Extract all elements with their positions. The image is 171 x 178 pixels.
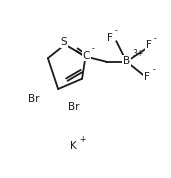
Text: B: B xyxy=(123,56,130,66)
Text: K: K xyxy=(70,141,77,151)
Text: -: - xyxy=(154,34,156,43)
Text: S: S xyxy=(61,37,67,47)
Text: Br: Br xyxy=(68,102,79,112)
Text: -: - xyxy=(91,44,94,53)
Text: Br: Br xyxy=(28,94,40,104)
Text: C: C xyxy=(83,51,90,61)
Text: -: - xyxy=(114,26,117,35)
Text: 3+: 3+ xyxy=(133,49,144,58)
Text: -: - xyxy=(153,66,155,74)
Text: +: + xyxy=(79,135,86,144)
Text: F: F xyxy=(107,33,112,43)
Text: F: F xyxy=(146,40,152,50)
Text: F: F xyxy=(144,72,150,82)
